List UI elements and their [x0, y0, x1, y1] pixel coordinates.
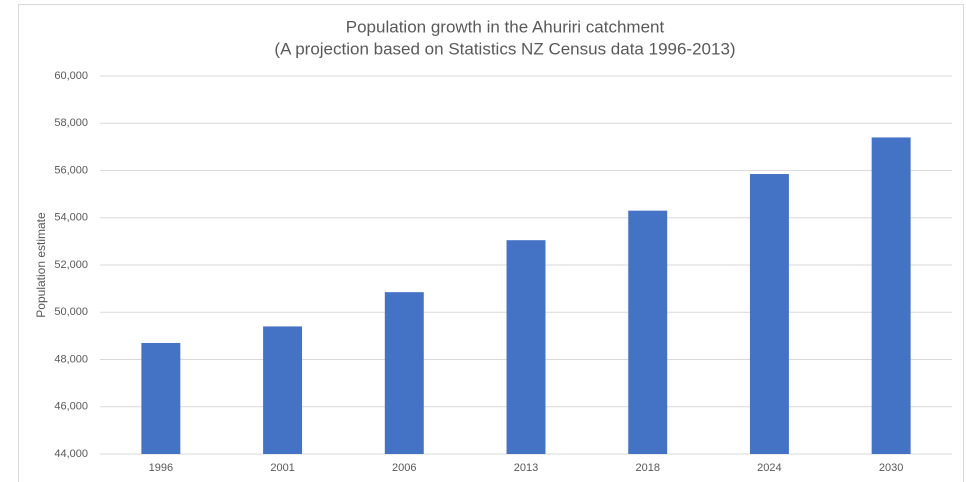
y-tick-label: 44,000	[54, 448, 88, 460]
chart-subtitle: (A projection based on Statistics NZ Cen…	[274, 39, 735, 58]
y-tick-label: 60,000	[54, 70, 88, 82]
y-tick-label: 46,000	[54, 401, 88, 413]
y-tick-label: 58,000	[54, 117, 88, 129]
y-axis-title: Population estimate	[34, 212, 48, 318]
bar	[384, 292, 424, 454]
y-tick-label: 56,000	[54, 164, 88, 176]
x-tick-label: 2001	[270, 462, 294, 474]
x-tick-label: 2030	[879, 462, 903, 474]
x-tick-label: 2024	[757, 462, 781, 474]
x-tick-label: 2006	[392, 462, 416, 474]
y-tick-label: 54,000	[54, 212, 88, 224]
x-tick-label: 1996	[149, 462, 173, 474]
bar	[141, 342, 181, 454]
y-tick-label: 48,000	[54, 353, 88, 365]
bar	[749, 174, 789, 454]
bar	[871, 137, 911, 455]
bar	[263, 326, 303, 454]
x-tick-label: 2018	[635, 462, 659, 474]
y-tick-label: 50,000	[54, 306, 88, 318]
bar	[506, 240, 546, 454]
x-tick-label: 2013	[514, 462, 538, 474]
chart-title: Population growth in the Ahuriri catchme…	[346, 17, 665, 36]
y-tick-label: 52,000	[54, 259, 88, 271]
bar	[628, 210, 668, 454]
